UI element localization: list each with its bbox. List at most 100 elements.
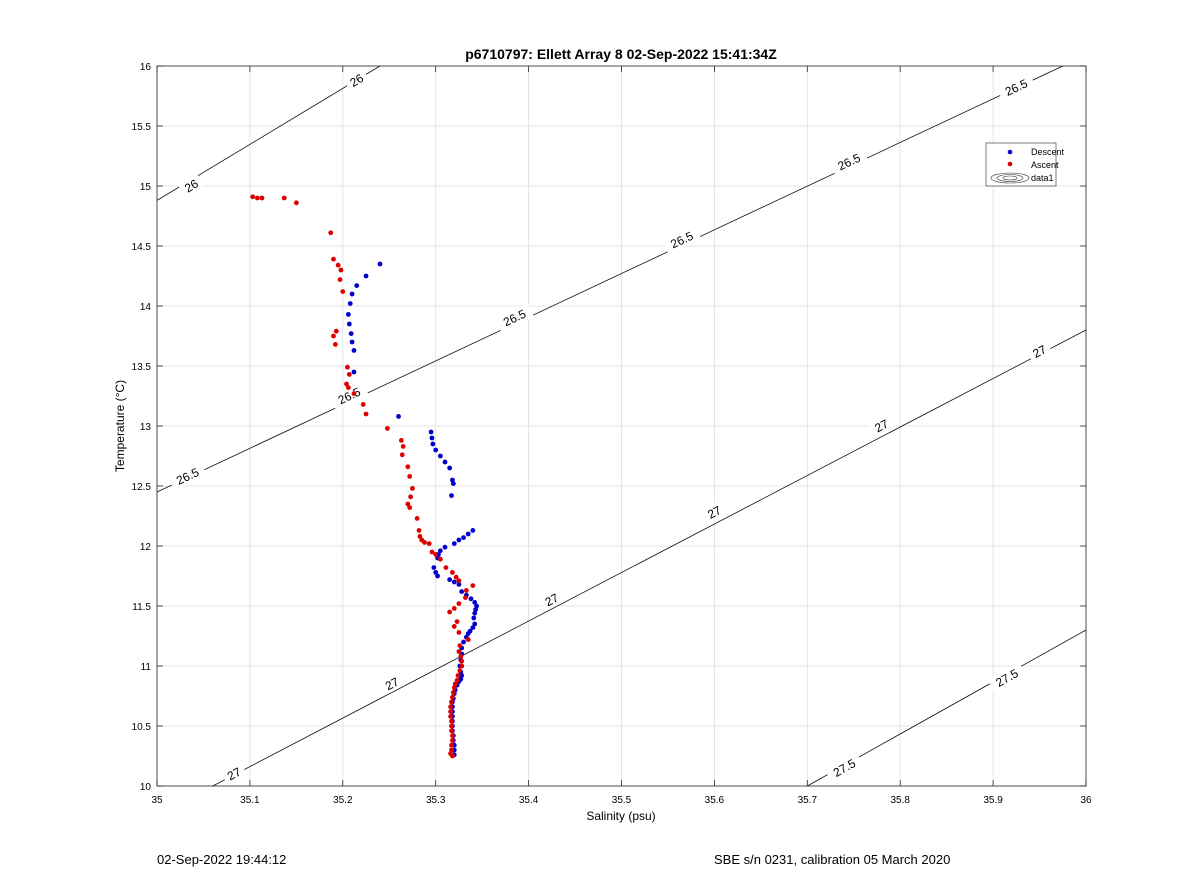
descent-point <box>437 453 443 459</box>
descent-point <box>433 447 439 453</box>
contour-label-bg <box>177 173 205 198</box>
contour-label-group: 27 <box>538 587 565 612</box>
descent-point <box>447 465 453 471</box>
y-tick-label: 16 <box>140 62 152 73</box>
ascent-point <box>448 709 453 714</box>
descent-point <box>396 414 401 419</box>
y-tick-label: 14.5 <box>132 242 152 253</box>
chart-title: p6710797: Ellett Array 8 02-Sep-2022 15:… <box>465 46 777 62</box>
data-points <box>250 194 479 759</box>
legend-ascent-marker <box>1007 161 1013 167</box>
y-tick-label: 12.5 <box>132 482 152 493</box>
ascent-point <box>450 570 455 575</box>
ascent-point <box>456 601 462 606</box>
x-tick-label: 35.8 <box>890 795 910 806</box>
contour-label: 27 <box>872 417 891 436</box>
ascent-point <box>457 643 463 648</box>
x-axis-label: Salinity (psu) <box>586 809 655 823</box>
descent-point <box>470 625 476 630</box>
ascent-point <box>405 464 411 470</box>
descent-point <box>450 481 456 486</box>
descent-point <box>351 369 357 375</box>
contour-label-bg <box>220 761 248 786</box>
descent-point <box>461 639 466 645</box>
ascent-point <box>456 630 462 635</box>
x-tick-label: 35.9 <box>983 795 1003 806</box>
ascent-point <box>451 685 457 690</box>
descent-point <box>354 283 360 288</box>
legend-descent-marker <box>1007 149 1013 155</box>
ascent-point <box>451 606 457 611</box>
legend-data1-label: data1 <box>1031 173 1054 183</box>
ascent-point <box>452 681 458 687</box>
contour-label: 26 <box>347 71 366 90</box>
ascent-point <box>407 505 413 510</box>
descent-point <box>465 531 471 537</box>
ascent-point <box>450 690 456 695</box>
contour-line-27 <box>212 329 1087 787</box>
ascent-point <box>455 673 461 678</box>
ascent-point <box>332 342 338 347</box>
ascent-point <box>463 595 468 600</box>
descent-point <box>442 544 448 550</box>
ascent-point <box>351 391 357 396</box>
ascent-point <box>450 733 455 738</box>
ascent-point <box>384 426 390 431</box>
ascent-point <box>449 742 454 748</box>
ascent-point <box>422 540 427 545</box>
contour-label-group: 27 <box>700 500 728 524</box>
x-tick-label: 35.5 <box>612 795 632 806</box>
ascent-point <box>463 588 469 593</box>
ascent-point <box>333 328 339 334</box>
descent-point <box>451 579 457 585</box>
contour-label-bg <box>996 72 1036 102</box>
descent-point <box>474 603 479 609</box>
ascent-point <box>426 541 432 546</box>
ascent-point <box>346 372 352 377</box>
ascent-point <box>335 262 341 268</box>
contour-label: 27 <box>383 675 402 694</box>
descent-point <box>428 429 434 435</box>
ascent-point <box>457 668 463 674</box>
contour-label-bg <box>824 752 864 783</box>
ascent-point <box>465 637 471 642</box>
ascent-point <box>459 658 465 664</box>
ascent-point <box>453 574 459 580</box>
x-tick-label: 35.3 <box>426 795 446 806</box>
descent-point <box>450 477 455 483</box>
contour-label-bg <box>378 671 406 696</box>
ascent-point <box>470 583 476 588</box>
ascent-point <box>416 528 422 533</box>
contour-label-bg <box>987 662 1027 693</box>
footer-timestamp: 02-Sep-2022 19:44:12 <box>157 852 287 867</box>
contour-label-bg <box>538 587 565 612</box>
ascent-point <box>449 699 454 705</box>
ascent-point <box>363 411 369 417</box>
y-tick-label: 12 <box>140 542 152 553</box>
y-tick-label: 10.5 <box>132 722 152 733</box>
ascent-point <box>338 267 344 273</box>
ascent-point <box>360 402 366 407</box>
contour-label-bg <box>662 225 702 254</box>
ascent-point <box>447 609 453 615</box>
x-tick-label: 35.6 <box>705 795 725 806</box>
y-tick-label: 10 <box>140 782 152 793</box>
descent-point <box>377 261 383 267</box>
ascent-point <box>458 654 464 659</box>
y-axis-label: Temperature (°C) <box>113 380 127 472</box>
ascent-point <box>450 738 455 743</box>
contour-label-bg <box>1026 339 1053 363</box>
descent-point <box>471 615 477 621</box>
ascent-point <box>459 663 465 669</box>
contour-label-group: 27 <box>868 413 895 438</box>
legend-contour-icon <box>990 172 1030 184</box>
descent-point <box>442 459 448 465</box>
ascent-point <box>456 649 462 654</box>
descent-point <box>449 493 454 498</box>
ascent-point <box>449 747 454 753</box>
ascent-point <box>417 534 423 539</box>
x-tick-label: 35.7 <box>798 795 818 806</box>
y-tick-label: 15.5 <box>132 122 152 133</box>
ascent-point <box>454 619 460 624</box>
ascent-point <box>259 195 265 201</box>
